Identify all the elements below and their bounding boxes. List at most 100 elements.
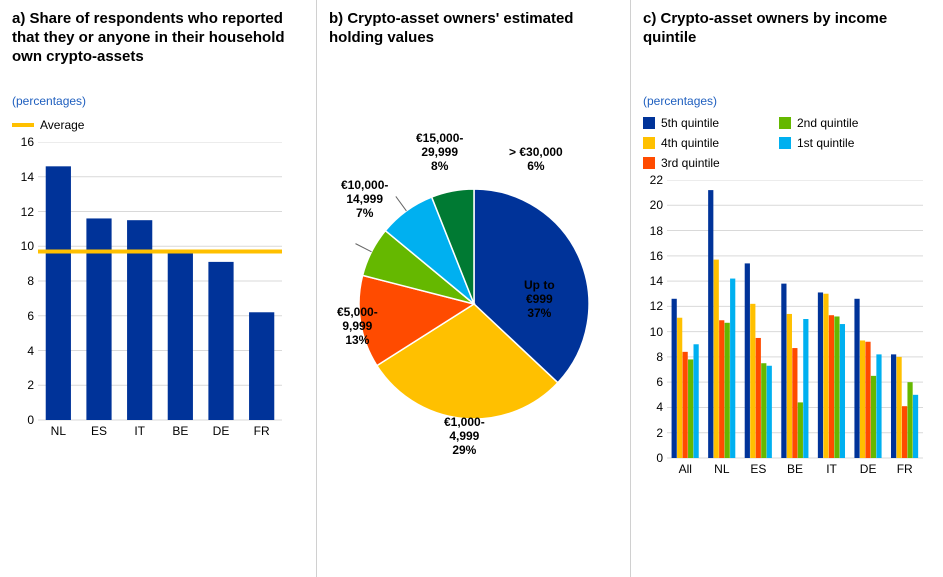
x-tick-label: ES (750, 462, 766, 476)
legend-swatch (779, 117, 791, 129)
bar (781, 284, 786, 458)
bar (787, 314, 792, 458)
y-tick-label: 22 (643, 173, 663, 187)
bar (840, 324, 845, 458)
panel-b-title: b) Crypto-asset owners' estimated holdin… (329, 10, 618, 90)
legend-item: 2nd quintile (779, 116, 899, 130)
bar (876, 354, 881, 458)
y-tick-label: 6 (643, 375, 663, 389)
y-tick-label: 6 (12, 309, 34, 323)
bar (249, 312, 274, 420)
y-tick-label: 4 (643, 400, 663, 414)
legend-swatch (643, 117, 655, 129)
legend-label: 5th quintile (661, 116, 719, 130)
x-tick-label: NL (714, 462, 729, 476)
x-tick-label: All (679, 462, 692, 476)
y-tick-label: 8 (12, 274, 34, 288)
y-tick-label: 14 (12, 170, 34, 184)
panel-c: c) Crypto-asset owners by income quintil… (630, 0, 943, 577)
y-tick-label: 2 (12, 378, 34, 392)
panel-a-title: a) Share of respondents who reported tha… (12, 10, 304, 90)
bar (750, 304, 755, 458)
bar (688, 359, 693, 458)
bar (860, 340, 865, 458)
panel-b: b) Crypto-asset owners' estimated holdin… (316, 0, 630, 577)
bar (708, 190, 713, 458)
bar (854, 299, 859, 458)
panel-a: a) Share of respondents who reported tha… (0, 0, 316, 577)
y-tick-label: 10 (643, 325, 663, 339)
y-tick-label: 0 (643, 451, 663, 465)
bar (756, 338, 761, 458)
x-tick-label: DE (213, 424, 230, 438)
x-tick-label: ES (91, 424, 107, 438)
bar (865, 342, 870, 458)
chart-b: Up to€99937% €1,000-4,99929% €5,000-9,9991… (329, 94, 619, 474)
bar (672, 299, 677, 458)
legend-item: 3rd quintile (643, 156, 763, 170)
panel-c-subtitle: (percentages) (643, 94, 931, 108)
y-tick-label: 10 (12, 239, 34, 253)
y-tick-label: 12 (643, 299, 663, 313)
legend-average-label: Average (40, 118, 84, 132)
bar (818, 292, 823, 458)
pie-label: €5,000-9,99913% (337, 306, 378, 347)
bar (745, 263, 750, 458)
y-tick-label: 18 (643, 224, 663, 238)
bar (761, 363, 766, 458)
x-tick-label: BE (787, 462, 803, 476)
bar (891, 354, 896, 458)
bar (829, 315, 834, 458)
legend-label: 3rd quintile (661, 156, 720, 170)
y-tick-label: 20 (643, 198, 663, 212)
grouped-bar-svg (643, 180, 923, 480)
bar (798, 402, 803, 458)
panel-c-legend: 5th quintile 2nd quintile 4th quintile 1st … (643, 116, 931, 170)
legend-item: 5th quintile (643, 116, 763, 130)
bar (834, 316, 839, 458)
bar (725, 323, 730, 458)
y-tick-label: 16 (643, 249, 663, 263)
bar (208, 262, 233, 420)
legend-label: 2nd quintile (797, 116, 858, 130)
legend-swatch (779, 137, 791, 149)
legend-item: 1st quintile (779, 136, 899, 150)
legend-label: 1st quintile (797, 136, 854, 150)
bar (803, 319, 808, 458)
x-tick-label: DE (860, 462, 877, 476)
panel-a-subtitle: (percentages) (12, 94, 304, 108)
bar (907, 382, 912, 458)
bar (730, 279, 735, 458)
bar (902, 406, 907, 458)
chart-c: 0246810121416182022AllNLESBEITDEFR (643, 180, 923, 480)
x-tick-label: NL (51, 424, 66, 438)
legend-item-average: Average (12, 118, 84, 132)
x-tick-label: BE (172, 424, 188, 438)
bar (823, 294, 828, 458)
bar (46, 166, 71, 420)
y-tick-label: 4 (12, 344, 34, 358)
pie-label: Up to€99937% (524, 279, 555, 320)
bar (896, 357, 901, 458)
x-tick-label: IT (826, 462, 837, 476)
legend-swatch (643, 157, 655, 169)
y-tick-label: 16 (12, 135, 34, 149)
bar (694, 344, 699, 458)
bar (792, 348, 797, 458)
pie-label: €15,000-29,9998% (416, 132, 463, 173)
legend-label: 4th quintile (661, 136, 719, 150)
y-tick-label: 14 (643, 274, 663, 288)
bar (714, 260, 719, 458)
chart-a: 0246810121416NLESITBEDEFR (12, 142, 282, 442)
bar (168, 253, 193, 420)
legend-swatch (643, 137, 655, 149)
y-tick-label: 0 (12, 413, 34, 427)
pie-label: €1,000-4,99929% (444, 416, 485, 457)
panel-a-legend: Average (12, 116, 304, 132)
pie-label: > €30,0006% (509, 146, 563, 174)
x-tick-label: IT (134, 424, 145, 438)
y-tick-label: 12 (12, 205, 34, 219)
panels: a) Share of respondents who reported tha… (0, 0, 943, 577)
x-tick-label: FR (897, 462, 913, 476)
pie-label: €10,000-14,9997% (341, 179, 388, 220)
